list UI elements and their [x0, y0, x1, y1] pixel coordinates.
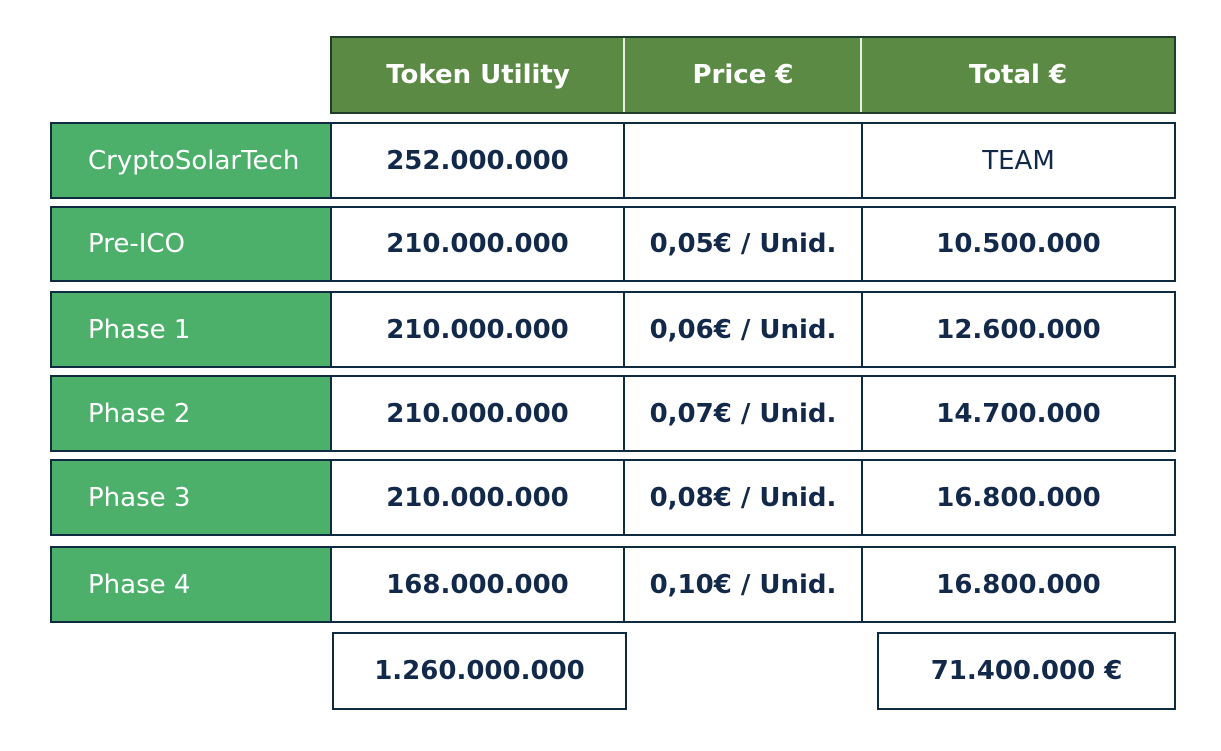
- total-amount: 71.400.000 €: [877, 632, 1176, 710]
- token-amount: 168.000.000: [330, 546, 625, 623]
- row-label: CryptoSolarTech: [50, 122, 332, 199]
- price-cell: [623, 122, 863, 199]
- token-amount: 252.000.000: [330, 122, 625, 199]
- table-header: [330, 36, 1176, 114]
- price-cell: 0,10€ / Unid.: [623, 546, 863, 623]
- header-price: Price €: [692, 60, 794, 90]
- row-label: Pre-ICO: [50, 206, 332, 282]
- header-token-utility: Token Utility: [386, 60, 570, 90]
- total-cell: 14.700.000: [861, 375, 1176, 452]
- row-label: Phase 3: [50, 459, 332, 536]
- price-cell: 0,07€ / Unid.: [623, 375, 863, 452]
- price-cell: 0,08€ / Unid.: [623, 459, 863, 536]
- total-cell: 12.600.000: [861, 291, 1176, 368]
- price-cell: 0,05€ / Unid.: [623, 206, 863, 282]
- header-total: Total €: [968, 60, 1068, 90]
- token-amount: 210.000.000: [330, 375, 625, 452]
- total-cell: 16.800.000: [861, 546, 1176, 623]
- row-label: Phase 1: [50, 291, 332, 368]
- row-label: Phase 4: [50, 546, 332, 623]
- price-cell: 0,06€ / Unid.: [623, 291, 863, 368]
- header-divider: [623, 38, 625, 112]
- token-amount: 210.000.000: [330, 291, 625, 368]
- header-divider: [860, 38, 862, 112]
- total-tokens: 1.260.000.000: [332, 632, 627, 710]
- total-cell: 10.500.000: [861, 206, 1176, 282]
- token-amount: 210.000.000: [330, 206, 625, 282]
- total-cell: 16.800.000: [861, 459, 1176, 536]
- row-label: Phase 2: [50, 375, 332, 452]
- token-amount: 210.000.000: [330, 459, 625, 536]
- total-cell: TEAM: [861, 122, 1176, 199]
